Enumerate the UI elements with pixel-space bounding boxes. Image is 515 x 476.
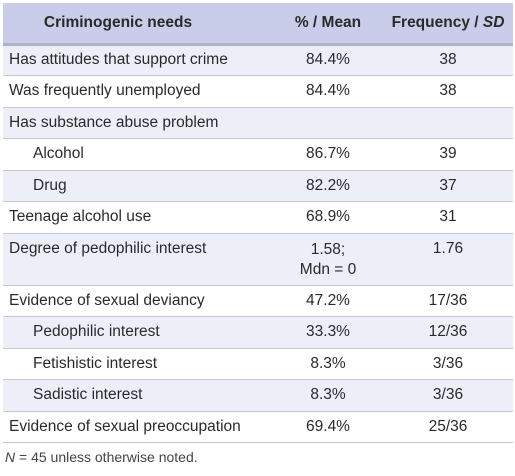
row-mean: 69.4% [273, 411, 383, 443]
row-label: Fetishistic interest [3, 348, 273, 380]
row-mean: 82.2% [273, 170, 383, 202]
row-mean-line1: 1.58; [310, 240, 346, 258]
row-label: Was frequently unemployed [3, 75, 273, 108]
table-row: Alcohol 86.7% 39 [3, 138, 513, 171]
table-footnote: N = 45 unless otherwise noted. [5, 449, 198, 465]
row-label: Sadistic interest [3, 379, 273, 412]
row-mean: 84.4% [273, 44, 383, 76]
footnote-text: = 45 unless otherwise noted. [15, 449, 198, 465]
table-row: Teenage alcohol use 68.9% 31 [3, 201, 513, 234]
row-mean-line2: Mdn = 0 [299, 260, 357, 278]
row-frequency: 3/36 [383, 348, 513, 380]
footnote-n-symbol: N [5, 449, 16, 465]
row-frequency: 12/36 [383, 316, 513, 349]
row-mean: 47.2% [273, 285, 383, 317]
row-frequency: 17/36 [383, 285, 513, 317]
header-sd-text: SD [482, 13, 505, 31]
table-row: Pedophilic interest 33.3% 12/36 [3, 316, 513, 349]
table-header-row: Criminogenic needs % / Mean Frequency / … [3, 3, 513, 46]
row-label: Teenage alcohol use [3, 201, 273, 234]
table-row: Drug 82.2% 37 [3, 170, 513, 202]
row-frequency: 25/36 [383, 411, 513, 443]
header-percent-mean: % / Mean [273, 3, 383, 46]
row-frequency: 1.76 [383, 233, 513, 286]
table-row: Has substance abuse problem [3, 107, 513, 139]
row-label: Drug [3, 170, 273, 202]
table-row: Evidence of sexual deviancy 47.2% 17/36 [3, 285, 513, 317]
row-mean: 8.3% [273, 379, 383, 412]
row-mean [273, 107, 383, 139]
header-frequency-text: Frequency / [391, 13, 483, 31]
row-label: Evidence of sexual preoccupation [3, 411, 273, 443]
criminogenic-needs-table: Criminogenic needs % / Mean Frequency / … [3, 3, 513, 443]
row-frequency: 37 [383, 170, 513, 202]
row-mean: 8.3% [273, 348, 383, 380]
row-label: Degree of pedophilic interest [3, 233, 273, 286]
row-frequency: 3/36 [383, 379, 513, 412]
table-row: Evidence of sexual preoccupation 69.4% 2… [3, 411, 513, 443]
row-mean: 33.3% [273, 316, 383, 349]
table-row: Was frequently unemployed 84.4% 38 [3, 75, 513, 108]
row-label: Has substance abuse problem [3, 107, 273, 139]
table-row: Has attitudes that support crime 84.4% 3… [3, 44, 513, 76]
table-row: Degree of pedophilic interest 1.58; Mdn =… [3, 233, 513, 286]
row-label: Evidence of sexual deviancy [3, 285, 273, 317]
table-row: Sadistic interest 8.3% 3/36 [3, 379, 513, 412]
row-mean: 86.7% [273, 138, 383, 171]
row-label: Alcohol [3, 138, 273, 171]
row-mean: 68.9% [273, 201, 383, 234]
row-frequency: 39 [383, 138, 513, 171]
row-label: Has attitudes that support crime [3, 44, 273, 76]
header-frequency-sd: Frequency / SD [383, 3, 513, 46]
table-body: Has attitudes that support crime 84.4% 3… [3, 44, 513, 443]
row-mean: 1.58; Mdn = 0 [273, 233, 383, 286]
row-frequency: 38 [383, 44, 513, 76]
table-row: Fetishistic interest 8.3% 3/36 [3, 348, 513, 380]
row-frequency: 38 [383, 75, 513, 108]
row-frequency [383, 107, 513, 139]
row-label: Pedophilic interest [3, 316, 273, 349]
row-mean: 84.4% [273, 75, 383, 108]
header-criminogenic-needs: Criminogenic needs [3, 3, 273, 46]
row-frequency: 31 [383, 201, 513, 234]
